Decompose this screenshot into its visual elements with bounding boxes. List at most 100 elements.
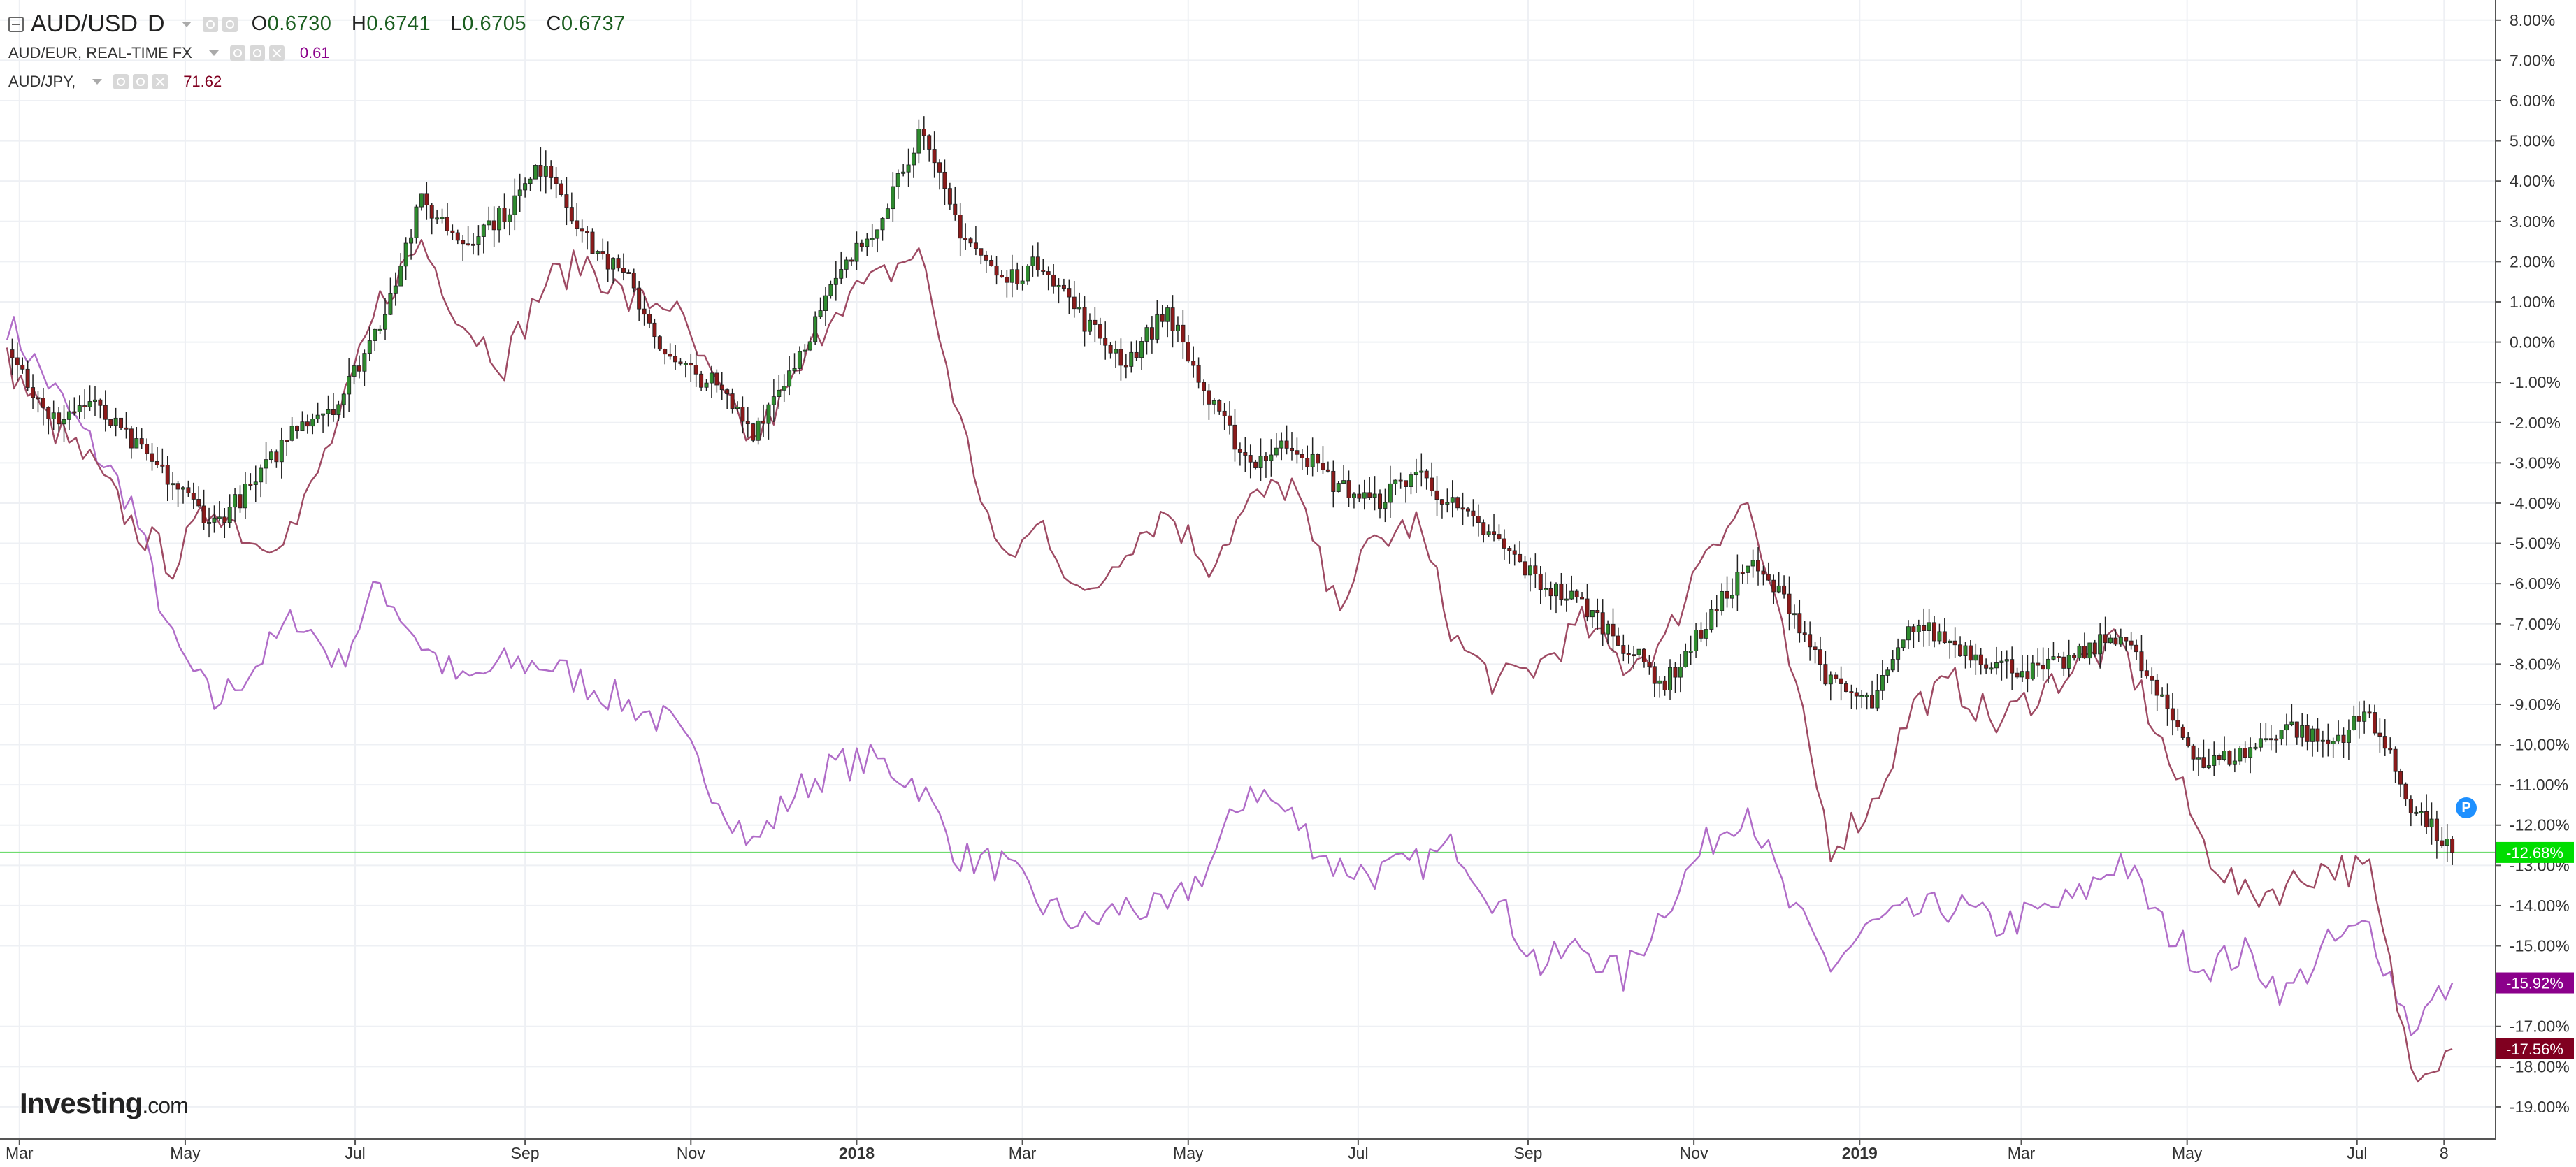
candle [491,206,496,247]
candle-body [1626,653,1631,655]
legend-row-main[interactable]: AUD/USD D O0.6730 H0.6741 L0.6705 C0.673… [8,10,640,38]
chevron-down-icon[interactable] [208,50,219,56]
gear-icon[interactable] [133,73,149,89]
candle-body [1896,647,1901,660]
candle-body [2036,662,2041,666]
candle-body [2066,655,2071,669]
candle [1984,658,1989,675]
candle-body [668,354,672,357]
gear-icon[interactable] [249,45,265,61]
candle [1553,582,1558,614]
chevron-down-icon[interactable] [181,21,192,27]
candle-body [1864,695,1869,697]
settings-icon[interactable] [202,16,218,32]
candle-body [435,217,440,220]
candle-body [2341,734,2346,743]
candle [2118,628,2123,647]
candle [2450,836,2455,865]
candle [1823,651,1828,686]
candle-body [1942,631,1947,644]
candle [673,345,678,370]
candle-body [2134,644,2139,653]
candle [2289,704,2294,727]
candle-body [1792,613,1797,616]
candle-body [1191,361,1196,366]
candle [1067,279,1072,314]
candle [367,326,372,361]
candle [1321,446,1325,474]
candle-body [1512,550,1517,555]
candle-body [1533,565,1538,574]
high-value: 0.6741 [366,13,431,35]
candle [735,401,740,412]
candle-body [875,229,880,239]
x-axis[interactable]: Mar May Jul Sep Nov 2018 Mar May Jul Sep Nov 2019 Ma… [6,1139,2449,1162]
candle [2393,746,2398,783]
candle [2362,700,2367,734]
candle-body [1258,456,1263,468]
close-icon[interactable] [268,45,285,61]
candle [1056,278,1061,304]
candle-body [1165,307,1170,322]
candle [2222,736,2227,762]
candle-body [1123,365,1128,368]
candle [321,413,326,433]
candle-body [2377,732,2382,737]
eye-icon[interactable] [229,45,245,61]
eye-icon[interactable] [113,73,129,89]
close-icon[interactable] [152,73,168,89]
candle [1228,401,1232,435]
legend-row-jpy[interactable]: AUD/JPY, 71.62 [8,67,640,96]
candle-body [1492,531,1497,535]
candle [895,169,900,199]
candle [347,358,352,412]
candle [113,407,118,437]
gear-icon[interactable] [222,16,238,32]
candle [2077,643,2082,661]
investing-logo: Investing.com [20,1087,189,1120]
candle-body [2300,725,2305,738]
y-axis[interactable]: 8.00% 7.00% 6.00% 5.00% 4.00% 3.00% 2.00% 1.00%… [2496,11,2570,1116]
candle-body [1958,644,1963,656]
candle [761,404,766,437]
candle [191,482,196,509]
candle-body [2108,637,2113,644]
candle [533,164,538,180]
candle-body [611,258,616,270]
candle [1828,671,1833,701]
candle-body [1574,590,1579,597]
candle-body [693,365,698,375]
candle [1030,245,1035,277]
candle [725,388,730,409]
candle-body [1430,477,1434,491]
candle [1564,584,1569,612]
p-badge-icon[interactable]: P [2456,797,2477,818]
candle [1248,444,1253,479]
candle [590,228,595,254]
candle [1776,572,1781,594]
candle-body [72,411,77,414]
candle [823,287,828,326]
candle [1942,618,1947,644]
legend-row-eur[interactable]: AUD/EUR, REAL-TIME FX 0.61 [8,38,640,67]
collapse-icon[interactable] [8,16,24,32]
candle [119,417,124,430]
candle-body [1026,265,1030,282]
candle [2139,635,2144,678]
candle-body [600,251,605,254]
candle [585,226,590,250]
candle [1316,453,1321,472]
candle-body [1875,690,1880,709]
candle [2424,794,2429,834]
candle-body [1009,269,1014,283]
candle [1699,622,1704,642]
candle [554,167,559,199]
price-tag-label: -12.68% [2506,844,2563,862]
candle [1502,529,1506,560]
candle [994,256,999,285]
x-tick-label: Jul [2347,1144,2367,1162]
chevron-down-icon[interactable] [92,78,103,85]
candle-body [575,220,580,229]
candle [336,400,341,421]
